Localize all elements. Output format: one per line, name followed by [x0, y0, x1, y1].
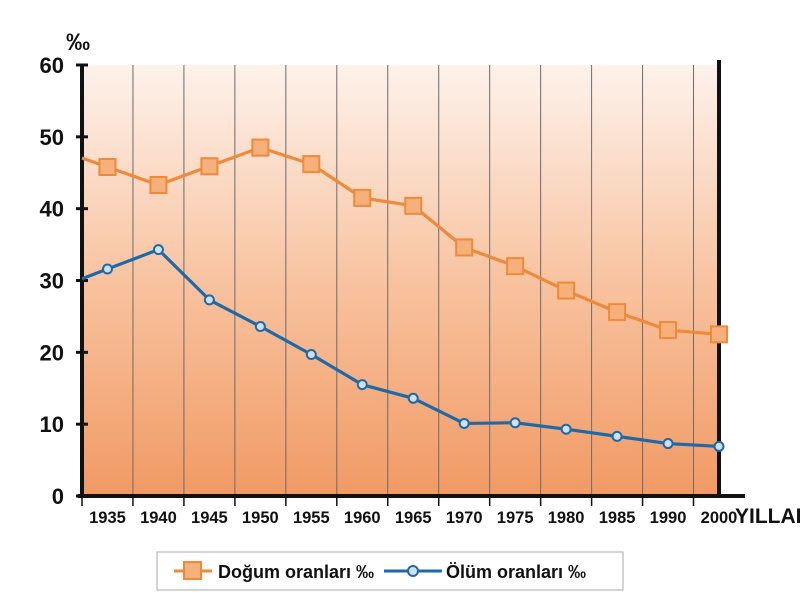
series-line-1	[81, 248, 720, 449]
y-ticks: 0 10 20 30 40 50 60	[40, 53, 88, 509]
x-tick-label: 1945	[191, 509, 228, 527]
data-point	[713, 440, 725, 452]
x-tick-label: 2000	[701, 509, 738, 527]
legend-label-0: Doğum oranları ‰	[218, 562, 374, 582]
data-point	[200, 157, 219, 176]
x-tick-label: 1960	[344, 509, 381, 527]
x-tick-label: 1965	[395, 509, 432, 527]
data-point	[98, 158, 117, 177]
data-point	[455, 238, 474, 257]
data-point	[506, 257, 525, 276]
x-tick-label: 1985	[599, 509, 636, 527]
y-tick-label: 20	[40, 340, 64, 365]
plot-area	[82, 65, 719, 495]
data-point	[659, 321, 678, 340]
data-point	[356, 379, 368, 391]
data-point	[662, 438, 674, 450]
y-tick-label: 60	[40, 53, 64, 78]
data-point	[353, 188, 372, 207]
x-tick-label: 1990	[650, 509, 687, 527]
data-point	[407, 392, 419, 404]
data-point	[101, 263, 113, 275]
y-tick-label: 50	[40, 125, 64, 150]
y-tick-label: 40	[40, 197, 64, 222]
legend: Doğum oranları ‰ Ölüm oranları ‰	[156, 551, 624, 591]
data-point	[251, 138, 270, 157]
grid	[132, 65, 695, 496]
y-tick-label: 0	[52, 484, 64, 509]
y-tick-label: 30	[40, 269, 64, 294]
x-axis-label: YILLAR	[735, 505, 800, 528]
data-point	[152, 244, 164, 256]
data-point	[560, 423, 572, 435]
data-point	[458, 417, 470, 429]
series-layer	[81, 138, 728, 452]
x-tick-label: 1980	[548, 509, 585, 527]
x-tick-label: 1935	[89, 509, 126, 527]
data-point	[557, 281, 576, 300]
data-point	[710, 325, 728, 344]
x-tick-label: 1950	[242, 509, 279, 527]
data-point	[404, 196, 423, 215]
legend-marker-1	[407, 565, 419, 577]
x-tick-label: 1975	[497, 509, 534, 527]
data-point	[203, 294, 215, 306]
x-tick-label: 1955	[293, 509, 330, 527]
data-point	[302, 155, 321, 174]
data-point	[305, 348, 317, 360]
data-point	[254, 320, 266, 332]
x-tick-label: 1970	[446, 509, 483, 527]
data-point	[611, 430, 623, 442]
data-point	[149, 175, 168, 194]
x-tick-label: 1940	[140, 509, 177, 527]
legend-label-1: Ölüm oranları ‰	[446, 562, 586, 582]
y-tick-label: 10	[40, 412, 64, 437]
legend-marker-0	[183, 561, 202, 580]
data-point	[608, 303, 627, 322]
data-point	[509, 417, 521, 429]
x-ticks: 1935 1940 1945 1950 1955 1960 1965 1970 1975 1980…	[81, 496, 738, 527]
y-unit-label: ‰	[66, 29, 90, 56]
